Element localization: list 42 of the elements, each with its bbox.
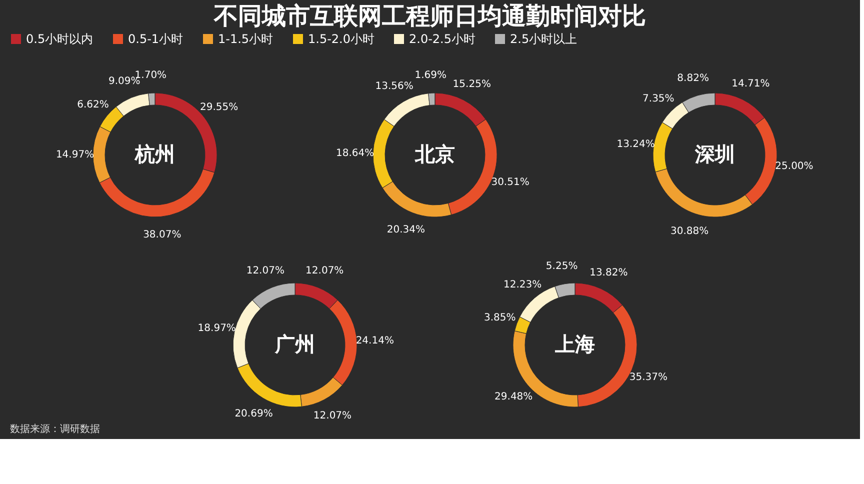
data-label: 1.69% — [414, 70, 447, 82]
source-note: 数据来源：调研数据 — [10, 423, 100, 435]
data-label: 12.07% — [246, 266, 284, 277]
data-label: 38.07% — [143, 230, 182, 241]
data-label: 12.07% — [306, 266, 344, 277]
data-label: 13.24% — [616, 138, 655, 150]
data-label: 35.37% — [629, 372, 668, 383]
data-label: 13.56% — [375, 81, 414, 92]
data-label: 30.51% — [491, 177, 530, 188]
data-label: 12.07% — [313, 410, 352, 422]
data-label: 24.14% — [356, 336, 394, 347]
slice-label: 广州 — [274, 332, 315, 356]
data-label: 8.82% — [677, 73, 709, 84]
data-label: 18.64% — [336, 148, 374, 159]
data-label: 20.34% — [386, 224, 425, 236]
slice-label: 北京 — [414, 142, 455, 166]
slice-label: 杭州 — [134, 142, 175, 166]
data-label: 7.35% — [642, 93, 674, 104]
data-label: 9.09% — [108, 76, 140, 88]
legend-label: 2.0-2.5小时 — [409, 32, 476, 46]
data-label: 14.97% — [56, 150, 94, 161]
data-label: 18.97% — [198, 322, 236, 334]
data-label: 29.48% — [494, 391, 533, 402]
slice-label: 上海 — [554, 332, 595, 356]
data-label: 30.88% — [670, 226, 709, 237]
data-label: 20.69% — [234, 408, 273, 420]
legend-label: 1.5-2.0小时 — [308, 32, 374, 46]
data-label: 14.71% — [732, 78, 770, 90]
legend-label: 1-1.5小时 — [218, 32, 274, 46]
slice-label: 深圳 — [694, 142, 735, 166]
data-label: 6.62% — [77, 99, 109, 110]
data-label: 3.85% — [484, 312, 516, 324]
legend-label: 2.5小时以上 — [510, 32, 578, 46]
data-label: 29.55% — [200, 102, 238, 114]
data-label: 15.25% — [452, 79, 491, 90]
data-label: 13.82% — [590, 267, 628, 278]
data-label: 25.00% — [775, 161, 814, 172]
data-label: 5.25% — [546, 261, 578, 272]
chart-title: 不同城市互联网工程师日均通勤时间对比 — [213, 2, 646, 30]
data-label: 12.23% — [504, 280, 542, 291]
legend-label: 0.5小时以内 — [26, 32, 94, 46]
legend-label: 0.5-1小时 — [128, 32, 184, 46]
